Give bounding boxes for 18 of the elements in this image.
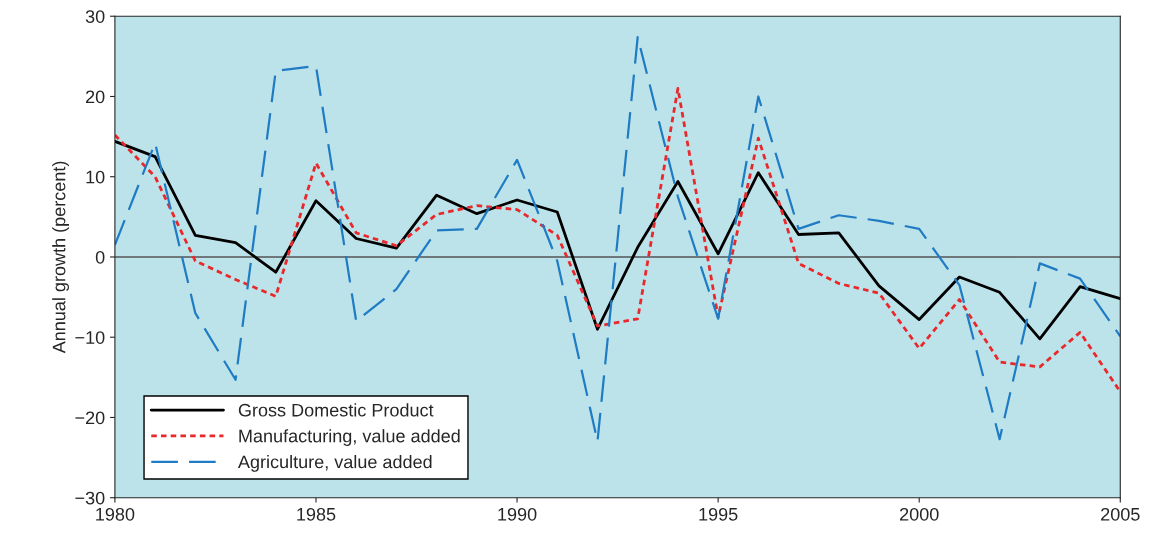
x-tick-label: 1985 — [297, 507, 336, 521]
x-tick-label: 1980 — [96, 507, 135, 521]
y-tick-label: −10 — [75, 331, 105, 344]
x-tick-label: 1990 — [498, 507, 537, 521]
x-tick-label: 2005 — [1101, 507, 1140, 521]
y-tick-label: 0 — [95, 250, 105, 264]
legend-label: Manufacturing, value added — [239, 429, 460, 446]
x-tick-label: 1995 — [699, 507, 738, 521]
y-tick-label: 20 — [86, 90, 105, 104]
y-tick-label: −30 — [75, 491, 105, 505]
legend-label: Gross Domestic Product — [238, 403, 434, 417]
y-tick-label: 30 — [85, 10, 105, 23]
y-tick-label: −20 — [75, 411, 105, 425]
legend-label: Agriculture, value added — [237, 455, 432, 472]
line-series — [114, 140, 1121, 341]
x-tick-label: 2000 — [900, 507, 939, 521]
y-axis-title: Annual growth (percent) — [52, 161, 69, 354]
y-tick-label: 10 — [86, 170, 105, 184]
